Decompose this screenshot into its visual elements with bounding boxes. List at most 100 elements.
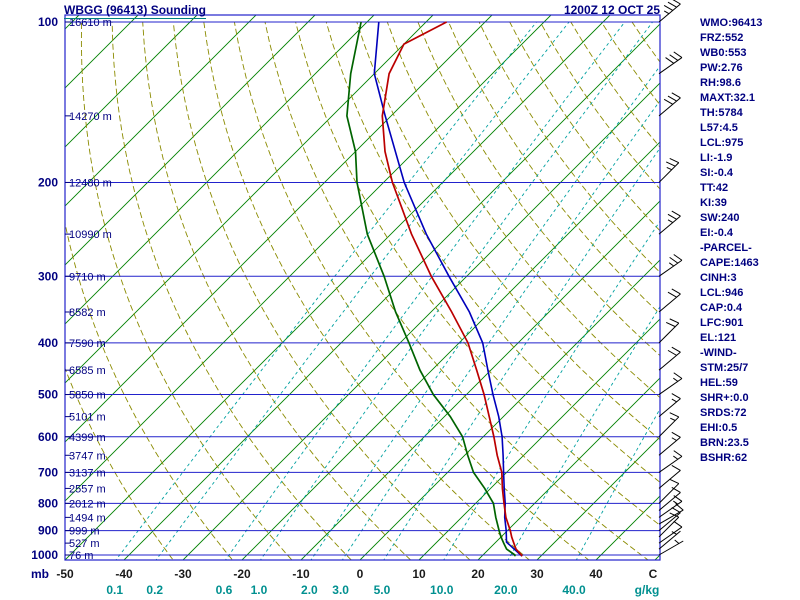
index-line: SRDS:72: [700, 407, 747, 419]
index-line: WMO:96413: [700, 17, 763, 29]
index-line: CAPE:1463: [700, 257, 759, 269]
svg-text:10.0: 10.0: [430, 583, 454, 597]
index-line: LI:-1.9: [700, 152, 733, 164]
svg-text:16610 m: 16610 m: [69, 17, 112, 29]
parcel-trace: [373, 21, 523, 557]
svg-text:1000: 1000: [31, 548, 58, 562]
svg-text:3137 m: 3137 m: [69, 467, 106, 479]
svg-text:800: 800: [38, 496, 58, 510]
temp-axis-labels: -50 -40 -30 -20 -10 0 10 20 30 40 C: [56, 567, 657, 581]
index-line: TH:5784: [700, 107, 743, 119]
svg-text:14270 m: 14270 m: [69, 111, 112, 123]
svg-text:C: C: [649, 567, 658, 581]
index-line: CINH:3: [700, 272, 737, 284]
index-line: SI:-0.4: [700, 167, 734, 179]
svg-text:2.0: 2.0: [301, 583, 318, 597]
mixing-ratio-labels: 0.1 0.2 0.6 1.0 2.0 3.0 5.0 10.0 20.0 40.0 g/kg: [106, 583, 659, 597]
index-line: WB0:553: [700, 47, 747, 59]
svg-text:-30: -30: [174, 567, 192, 581]
svg-text:-40: -40: [115, 567, 133, 581]
svg-text:10: 10: [412, 567, 426, 581]
svg-text:6585 m: 6585 m: [69, 365, 106, 377]
svg-text:40: 40: [589, 567, 603, 581]
index-line: EL:121: [700, 332, 737, 344]
svg-text:700: 700: [38, 465, 58, 479]
index-line: EI:-0.4: [700, 227, 734, 239]
svg-text:2557 m: 2557 m: [69, 483, 106, 495]
svg-text:0.6: 0.6: [216, 583, 233, 597]
svg-text:5850 m: 5850 m: [69, 390, 106, 402]
index-line: SHR+:0.0: [700, 392, 749, 404]
svg-text:12480 m: 12480 m: [69, 177, 112, 189]
svg-text:900: 900: [38, 524, 58, 538]
svg-text:76 m: 76 m: [69, 550, 93, 562]
svg-text:0.2: 0.2: [146, 583, 163, 597]
svg-text:9710 m: 9710 m: [69, 271, 106, 283]
dewpoint-trace: [346, 21, 516, 557]
height-ticks: [65, 21, 71, 556]
index-line: -WIND-: [700, 347, 737, 359]
svg-text:0.1: 0.1: [106, 583, 123, 597]
svg-text:100: 100: [38, 15, 58, 29]
svg-text:999 m: 999 m: [69, 526, 100, 538]
svg-text:20: 20: [471, 567, 485, 581]
index-line: L57:4.5: [700, 122, 738, 134]
index-line: FRZ:552: [700, 32, 744, 44]
svg-text:40.0: 40.0: [562, 583, 586, 597]
chart-datetime: 1200Z 12 OCT 25: [563, 3, 660, 17]
indices-panel: WMO:96413 FRZ:552 WB0:553 PW:2.76 RH:98.6 MAX…: [700, 16, 762, 466]
wind-barbs: [658, 0, 684, 556]
chart-title: WBGG (96413) Sounding: [64, 3, 207, 19]
svg-text:600: 600: [38, 430, 58, 444]
svg-text:3.0: 3.0: [332, 583, 349, 597]
svg-text:500: 500: [38, 388, 58, 402]
index-line: MAXT:32.1: [700, 92, 756, 104]
index-line: BRN:23.5: [700, 437, 749, 449]
svg-text:200: 200: [38, 175, 58, 189]
svg-text:7590 m: 7590 m: [69, 338, 106, 350]
isotherms: [65, 15, 660, 560]
index-line: SW:240: [700, 212, 740, 224]
index-line: -PARCEL-: [700, 242, 752, 254]
svg-text:1.0: 1.0: [251, 583, 268, 597]
svg-text:30: 30: [530, 567, 544, 581]
svg-text:400: 400: [38, 336, 58, 350]
index-line: LCL:975: [700, 137, 744, 149]
svg-text:1494 m: 1494 m: [69, 512, 106, 524]
svg-text:3747 m: 3747 m: [69, 450, 106, 462]
svg-text:300: 300: [38, 269, 58, 283]
index-line: STM:25/7: [700, 362, 749, 374]
dry-adiabats: [65, 21, 660, 560]
index-line: TT:42: [700, 182, 729, 194]
index-line: RH:98.6: [700, 77, 741, 89]
height-labels: 16610 m 14270 m 12480 m 10990 m 9710 m 8582 m…: [69, 17, 112, 562]
svg-text:10990 m: 10990 m: [69, 229, 112, 241]
index-line: KI:39: [700, 197, 727, 209]
index-line: HEL:59: [700, 377, 738, 389]
index-line: EHI:0.5: [700, 422, 738, 434]
svg-text:mb: mb: [31, 567, 49, 581]
svg-text:2012 m: 2012 m: [69, 498, 106, 510]
index-line: PW:2.76: [700, 62, 743, 74]
index-line: BSHR:62: [700, 452, 748, 464]
svg-text:-20: -20: [233, 567, 251, 581]
temperature-trace: [381, 21, 523, 557]
index-line: LFC:901: [700, 317, 744, 329]
index-line: LCL:946: [700, 287, 744, 299]
pressure-axis-labels: 100 200 300 400 500 600 700 800 900 1000 mb: [31, 15, 58, 581]
svg-text:527 m: 527 m: [69, 538, 100, 550]
svg-text:5.0: 5.0: [374, 583, 391, 597]
svg-text:5101 m: 5101 m: [69, 412, 106, 424]
index-line: CAP:0.4: [700, 302, 743, 314]
svg-text:-10: -10: [292, 567, 310, 581]
svg-text:0: 0: [357, 567, 364, 581]
svg-text:4399 m: 4399 m: [69, 432, 106, 444]
svg-text:20.0: 20.0: [494, 583, 518, 597]
svg-text:8582 m: 8582 m: [69, 307, 106, 319]
svg-text:g/kg: g/kg: [635, 583, 660, 597]
pressure-gridlines: [65, 21, 660, 556]
plot-frame: [64, 14, 661, 561]
svg-text:-50: -50: [56, 567, 74, 581]
